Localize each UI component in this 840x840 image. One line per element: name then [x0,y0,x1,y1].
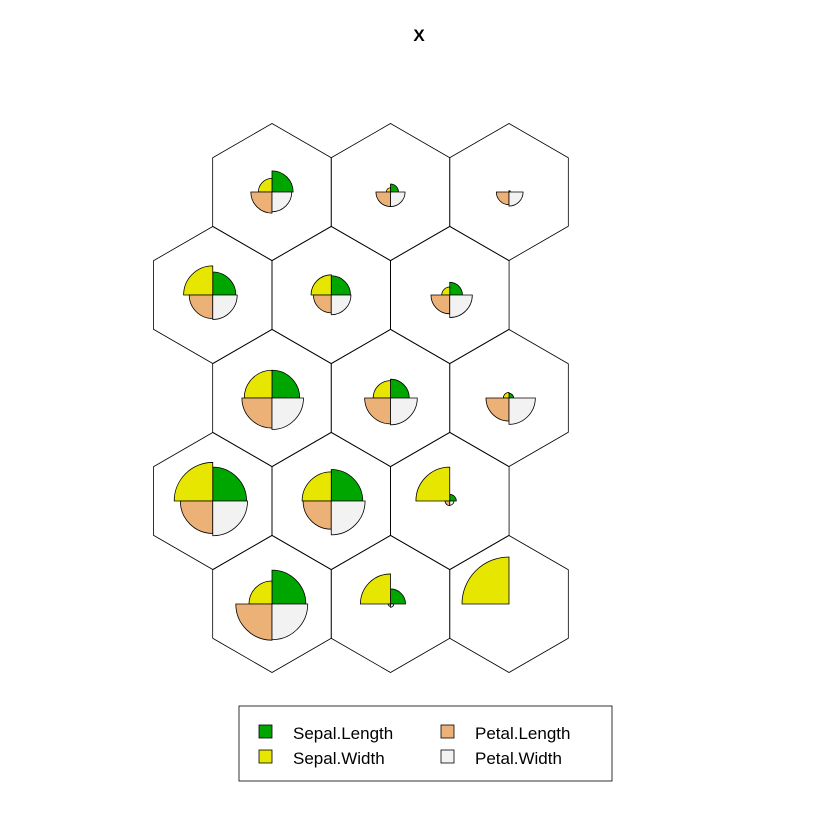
som-unit-9-sepal-width-wedge [502,391,510,399]
som-unit-5-petal-width-wedge [330,500,366,536]
som-unit-7-sepal-length-wedge [271,369,301,399]
som-unit-13-sepal-length-wedge [271,170,294,193]
som-unit-4-sepal-width-wedge [173,462,214,502]
legend-box [238,705,613,782]
legend-label-petal-length: Petal.Length [475,724,570,743]
som-unit-7-sepal-width-wedge [243,369,273,399]
som-unit-1-petal-width-wedge [271,603,309,641]
som-unit-5-petal-length-wedge [302,500,332,530]
som-unit-12-petal-width-wedge [449,294,473,318]
som-unit-10-sepal-length-wedge [212,271,237,296]
som-unit-14-petal-length-wedge [375,191,391,207]
som-unit-12-sepal-length-wedge [449,281,463,296]
legend-key-petal-length [440,724,455,739]
som-unit-11-sepal-width-wedge [310,274,332,296]
som-unit-5-sepal-width-wedge [301,471,332,502]
som-unit-6-petal-length-wedge [444,500,451,507]
som-unit-10-petal-width-wedge [212,294,238,320]
som-unit-1-petal-length-wedge [235,603,273,641]
som-unit-8-sepal-width-wedge [372,380,391,399]
som-unit-1-sepal-length-wedge [271,569,307,605]
som-unit-15-petal-length-wedge [495,191,510,206]
som-unit-12-petal-length-wedge [430,294,451,315]
som-unit-5-sepal-length-wedge [330,469,364,502]
legend-label-sepal-width: Sepal.Width [293,749,385,768]
som-unit-11-sepal-length-wedge [330,275,351,296]
som-unit-2-petal-width-wedge [390,603,395,608]
som-unit-2-sepal-length-wedge [390,588,406,605]
legend-label-sepal-length: Sepal.Length [293,724,393,743]
som-unit-6-sepal-length-wedge [449,494,457,502]
chart-title: X [413,26,425,45]
fan-wedges [173,170,536,641]
som-unit-11-petal-length-wedge [312,294,332,314]
som-unit-9-petal-length-wedge [485,397,510,422]
som-unit-10-sepal-width-wedge [183,265,214,296]
legend-key-petal-width [440,749,455,764]
hex-grid [153,123,569,673]
som-unit-1-sepal-width-wedge [248,580,273,605]
som-unit-6-sepal-width-wedge [415,466,451,502]
legend-key-sepal-length [258,724,273,739]
som-unit-12-sepal-width-wedge [441,286,451,296]
som-unit-13-sepal-width-wedge [257,177,273,193]
som-unit-14-petal-width-wedge [390,191,406,207]
som-unit-10-petal-length-wedge [188,294,214,319]
som-unit-8-petal-length-wedge [364,397,391,425]
som-unit-3-sepal-width-wedge [461,556,510,605]
som-unit-9-petal-width-wedge [508,397,536,425]
som-unit-7-petal-width-wedge [271,397,304,430]
som-unit-13-petal-length-wedge [250,191,273,214]
som-unit-8-petal-width-wedge [390,397,418,426]
legend-label-petal-width: Petal.Width [475,749,562,768]
som-unit-15-petal-width-wedge [508,191,524,207]
som-unit-7-petal-length-wedge [241,397,273,429]
som-unit-4-petal-width-wedge [212,500,248,537]
som-unit-11-petal-width-wedge [330,294,352,316]
legend-key-sepal-width [258,749,273,764]
som-unit-4-sepal-length-wedge [212,466,247,502]
som-unit-13-petal-width-wedge [271,191,293,213]
legend: Sepal.Length Sepal.Width Petal.Length Pe… [238,705,613,782]
som-unit-4-petal-length-wedge [179,500,214,534]
som-unit-2-sepal-width-wedge [360,573,391,605]
som-unit-8-sepal-length-wedge [390,378,410,399]
som-unit-9-sepal-length-wedge [508,392,515,399]
som-unit-15-hexagon [449,123,569,261]
som-unit-14-sepal-length-wedge [390,183,399,193]
som-unit-6-petal-width-wedge [449,500,455,506]
som-unit-14-sepal-width-wedge [385,187,391,193]
